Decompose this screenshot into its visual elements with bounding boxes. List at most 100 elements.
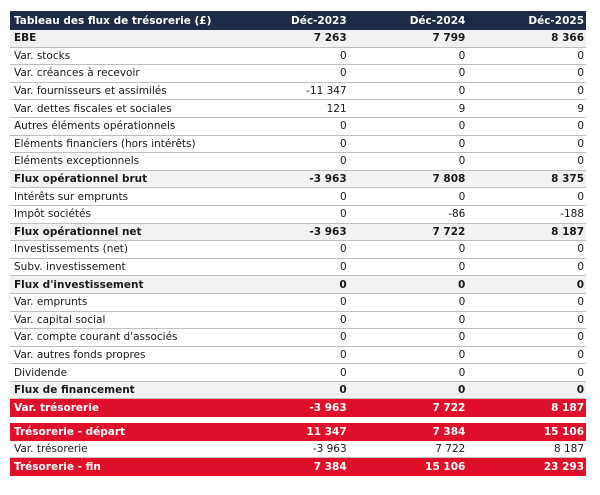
- row-label: Var. capital social: [14, 313, 106, 326]
- row-label: Var. stocks: [14, 49, 71, 62]
- cash-flow-table: Tableau des flux de trésorerie (£) Déc-2…: [10, 11, 586, 476]
- row-label: Dividende: [14, 366, 68, 379]
- row-value-dec-2025: 8 187: [551, 402, 585, 415]
- row-value-dec-2023: 0: [339, 120, 347, 133]
- row-value-dec-2024: 0: [458, 261, 466, 274]
- row-value-dec-2023: 0: [339, 278, 347, 291]
- table-row: Dividende 0 0 0: [10, 364, 586, 382]
- row-value-dec-2025: 23 293: [543, 461, 585, 474]
- row-value-dec-2023: -11 347: [306, 85, 347, 98]
- row-label: Flux d'investissement: [14, 278, 144, 291]
- row-value-dec-2023: -3 963: [312, 442, 347, 455]
- row-value-dec-2024: 7 722: [432, 225, 466, 238]
- row-value-dec-2024: 0: [458, 348, 466, 361]
- row-label: Var. fournisseurs et assimilés: [14, 85, 167, 98]
- row-value-dec-2023: 0: [339, 190, 347, 203]
- table-row: Trésorerie - fin 7 384 15 106 23 293: [10, 458, 586, 476]
- row-label: Var. emprunts: [14, 296, 88, 309]
- row-value-dec-2025: 0: [577, 348, 585, 361]
- table-row: Impôt sociétés 0 -86 -188: [10, 206, 586, 224]
- row-value-dec-2024: 0: [458, 137, 466, 150]
- row-value-dec-2025: 0: [577, 155, 585, 168]
- row-value-dec-2025: 0: [577, 137, 585, 150]
- row-value-dec-2023: 0: [339, 243, 347, 256]
- row-label: Flux de financement: [14, 384, 135, 397]
- row-value-dec-2024: 0: [458, 67, 466, 80]
- row-value-dec-2024: 7 384: [432, 425, 466, 438]
- row-value-dec-2025: 8 366: [551, 32, 585, 45]
- row-label: Var. trésorerie: [14, 402, 99, 415]
- row-value-dec-2023: 121: [326, 102, 347, 115]
- row-value-dec-2025: 0: [576, 278, 585, 291]
- row-label: Autres éléments opérationnels: [14, 120, 176, 133]
- row-value-dec-2025: 9: [577, 102, 585, 115]
- row-value-dec-2025: 0: [577, 296, 585, 309]
- row-label: Flux opérationnel brut: [14, 173, 148, 186]
- row-value-dec-2023: 0: [339, 366, 347, 379]
- row-value-dec-2024: 9: [458, 102, 466, 115]
- row-label: Var. autres fonds propres: [14, 348, 146, 361]
- table-body: EBE 7 263 7 799 8 366 Var. stocks 0 0 0 Var. cré…: [10, 30, 586, 476]
- table-row: Var. stocks 0 0 0: [10, 48, 586, 66]
- row-spacer: [10, 417, 586, 424]
- row-value-dec-2023: 7 384: [313, 461, 347, 474]
- row-label: Flux opérationnel net: [14, 225, 142, 238]
- row-value-dec-2023: -3 963: [309, 173, 347, 186]
- table-row: Var. trésorerie -3 963 7 722 8 187: [10, 399, 586, 418]
- table-row: Var. fournisseurs et assimilés -11 347 0 0: [10, 83, 586, 101]
- row-value-dec-2025: 0: [577, 49, 585, 62]
- row-label: Var. trésorerie: [14, 442, 88, 455]
- table-row: Var. capital social 0 0 0: [10, 312, 586, 330]
- header-title: Tableau des flux de trésorerie (£): [14, 14, 212, 27]
- row-value-dec-2023: 0: [339, 313, 347, 326]
- row-value-dec-2024: 7 722: [432, 402, 466, 415]
- row-value-dec-2024: 0: [458, 296, 466, 309]
- row-value-dec-2025: 15 106: [543, 425, 585, 438]
- row-value-dec-2025: -188: [560, 208, 585, 221]
- row-value-dec-2023: 0: [339, 348, 347, 361]
- row-value-dec-2025: 0: [577, 190, 585, 203]
- table-row: Investissements (net) 0 0 0: [10, 241, 586, 259]
- row-value-dec-2024: 0: [458, 384, 466, 397]
- row-label: Trésorerie - départ: [14, 425, 126, 438]
- row-value-dec-2025: 0: [577, 313, 585, 326]
- table-header: Tableau des flux de trésorerie (£) Déc-2…: [10, 11, 586, 30]
- row-value-dec-2025: 0: [577, 120, 585, 133]
- row-value-dec-2025: 0: [576, 384, 585, 397]
- row-value-dec-2024: 0: [458, 278, 466, 291]
- row-label: Eléments financiers (hors intérêts): [14, 137, 196, 150]
- table-row: Var. créances à recevoir 0 0 0: [10, 65, 586, 83]
- table-row: EBE 7 263 7 799 8 366: [10, 30, 586, 48]
- table-row: Eléments exceptionnels 0 0 0: [10, 153, 586, 171]
- header-dec-2023: Déc-2023: [291, 14, 347, 27]
- row-value-dec-2025: 8 187: [553, 442, 585, 455]
- row-value-dec-2023: 11 347: [306, 425, 347, 438]
- row-value-dec-2024: 0: [458, 155, 466, 168]
- row-value-dec-2023: 7 263: [313, 32, 347, 45]
- row-value-dec-2025: 8 375: [551, 173, 585, 186]
- table-row: Flux opérationnel net -3 963 7 722 8 187: [10, 223, 586, 242]
- row-value-dec-2023: 0: [339, 137, 347, 150]
- row-label: Investissements (net): [14, 243, 129, 256]
- row-label: EBE: [14, 32, 37, 45]
- table-row: Var. autres fonds propres 0 0 0: [10, 347, 586, 365]
- table-row: Trésorerie - départ 11 347 7 384 15 106: [10, 423, 586, 441]
- row-value-dec-2025: 0: [577, 261, 585, 274]
- row-value-dec-2025: 0: [577, 85, 585, 98]
- row-label: Trésorerie - fin: [14, 461, 101, 474]
- table-row: Eléments financiers (hors intérêts) 0 0 0: [10, 136, 586, 154]
- row-label: Var. compte courant d'associés: [14, 331, 178, 344]
- table-row: Flux de financement 0 0 0: [10, 381, 586, 400]
- table-row: Var. trésorerie -3 963 7 722 8 187: [10, 441, 586, 459]
- row-label: Eléments exceptionnels: [14, 155, 140, 168]
- row-value-dec-2024: 7 799: [432, 32, 466, 45]
- row-value-dec-2024: 7 722: [435, 442, 466, 455]
- row-value-dec-2025: 0: [577, 366, 585, 379]
- row-value-dec-2024: 15 106: [425, 461, 466, 474]
- row-value-dec-2023: 0: [339, 384, 347, 397]
- row-value-dec-2023: 0: [339, 67, 347, 80]
- table-row: Flux d'investissement 0 0 0: [10, 276, 586, 294]
- table-row: Var. compte courant d'associés 0 0 0: [10, 329, 586, 347]
- row-label: Intérêts sur emprunts: [14, 190, 129, 203]
- row-value-dec-2024: 0: [458, 313, 466, 326]
